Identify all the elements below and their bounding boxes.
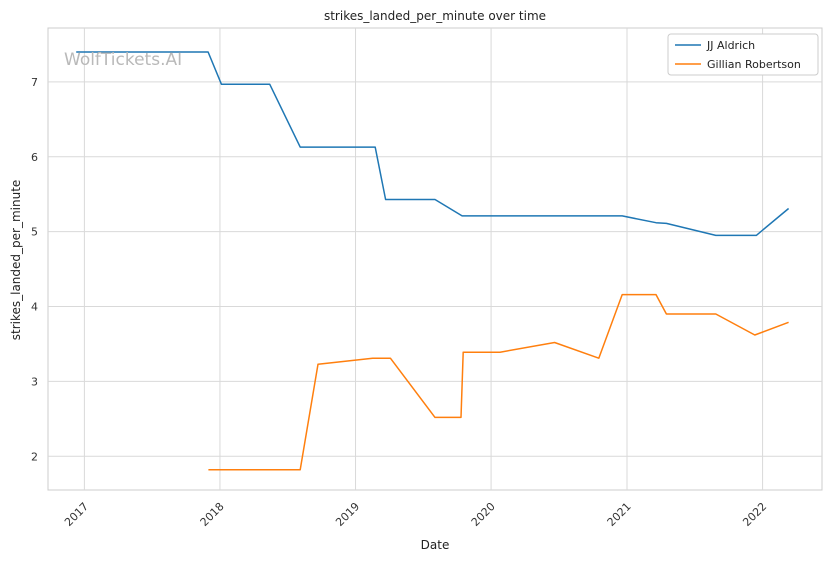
legend-label-1: JJ Aldrich: [706, 39, 755, 52]
legend-label-2: Gillian Robertson: [707, 58, 801, 71]
y-tick-label: 4: [31, 301, 38, 314]
chart-title: strikes_landed_per_minute over time: [324, 9, 546, 23]
y-tick-label: 7: [31, 76, 38, 89]
x-axis-label: Date: [421, 538, 450, 552]
y-tick-label: 5: [31, 226, 38, 239]
x-tick-label: 2021: [605, 500, 634, 529]
y-tick-label: 2: [31, 450, 38, 463]
plot-area: [48, 28, 822, 490]
y-axis-label: strikes_landed_per_minute: [9, 180, 23, 341]
x-tick-label: 2017: [62, 500, 91, 529]
x-tick-label: 2019: [333, 500, 362, 529]
watermark: WolfTickets.AI: [64, 50, 182, 70]
y-tick-label: 3: [31, 375, 38, 388]
y-tick-label: 6: [31, 151, 38, 164]
x-tick-label: 2020: [469, 500, 498, 529]
legend: JJ Aldrich Gillian Robertson: [668, 34, 818, 75]
x-tick-label: 2018: [198, 500, 227, 529]
x-tick-label: 2022: [740, 500, 769, 529]
